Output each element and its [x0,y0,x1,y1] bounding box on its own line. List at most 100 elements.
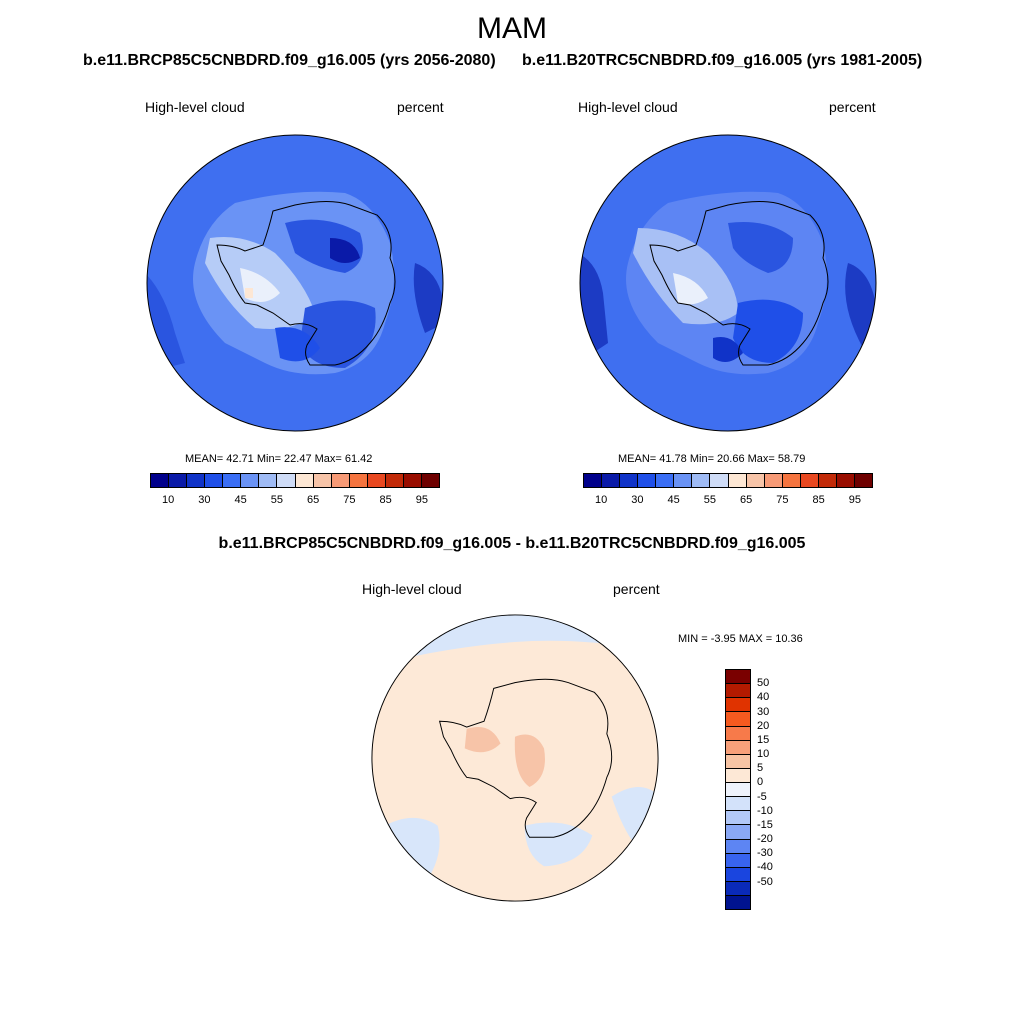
colorbar-tick-label: -50 [757,875,773,888]
panel-1-stats: MEAN= 42.71 Min= 22.47 Max= 61.42 [185,453,373,465]
colorbar-swatch [602,474,621,487]
colorbar-tick-label: 5 [757,762,764,775]
colorbar-tick-label: -10 [757,804,773,817]
colorbar-swatch [726,867,750,882]
colorbar-tick-label: 85 [812,494,825,506]
colorbar-tick-label: 45 [234,494,247,506]
difference-stats: MIN = -3.95 MAX = 10.36 [678,633,803,645]
difference-polar-map [371,614,659,902]
colorbar-swatch [313,474,332,487]
colorbar-swatch [421,474,439,487]
colorbar-tick-label: 65 [740,494,753,506]
colorbar-tick-label: -40 [757,861,773,874]
colorbar-swatch [385,474,404,487]
colorbar-tick-label: 20 [757,719,770,732]
colorbar-swatch [151,474,170,487]
colorbar-swatch [674,474,693,487]
colorbar-tick-label: 10 [757,748,770,761]
colorbar-swatch [726,896,750,910]
colorbar-swatch [241,474,260,487]
colorbar-swatch [331,474,350,487]
colorbar-swatch [726,853,750,868]
colorbar-swatch [782,474,801,487]
colorbar-swatch [726,726,750,741]
colorbar-swatch [403,474,422,487]
panel-1-polar-map [146,134,444,432]
colorbar-tick-label: -15 [757,818,773,831]
colorbar-swatch [726,783,750,798]
colorbar-tick-label: 10 [595,494,608,506]
colorbar-tick-label: 30 [198,494,211,506]
colorbar-swatch [726,881,750,896]
panel-2-colorbar [583,473,873,488]
colorbar-tick-label: 75 [776,494,789,506]
panel-1-colorbar [150,473,440,488]
colorbar-swatch [728,474,747,487]
colorbar-swatch [854,474,872,487]
figure-title: MAM [477,12,547,45]
colorbar-swatch [726,825,750,840]
colorbar-tick-label: 15 [757,733,770,746]
colorbar-swatch [223,474,242,487]
difference-units-label: percent [613,581,660,597]
colorbar-swatch [726,684,750,699]
colorbar-tick-label: 55 [270,494,283,506]
colorbar-swatch [187,474,206,487]
colorbar-swatch [726,740,750,755]
difference-variable-label: High-level cloud [362,581,462,597]
panel-2-variable-label: High-level cloud [578,99,678,115]
colorbar-tick-label: -5 [757,790,767,803]
colorbar-tick-label: -20 [757,833,773,846]
colorbar-swatch [726,754,750,769]
colorbar-tick-label: 65 [307,494,320,506]
colorbar-swatch [205,474,224,487]
colorbar-tick-label: 40 [757,691,770,704]
colorbar-swatch [726,768,750,783]
panel-1-units-label: percent [397,99,444,115]
panel-2-stats: MEAN= 41.78 Min= 20.66 Max= 58.79 [618,453,806,465]
panel-1-colorbar-ticks: 10 30 45 55 65 75 85 95 [150,494,440,508]
colorbar-swatch [818,474,837,487]
colorbar-swatch [800,474,819,487]
difference-colorbar [725,669,751,910]
colorbar-swatch [764,474,783,487]
colorbar-swatch [638,474,657,487]
colorbar-swatch [349,474,368,487]
colorbar-swatch [726,670,750,685]
colorbar-swatch [746,474,765,487]
panel-2-colorbar-ticks: 10 30 45 55 65 75 85 95 [583,494,873,508]
colorbar-swatch [277,474,296,487]
colorbar-tick-label: 55 [703,494,716,506]
colorbar-tick-label: 50 [757,677,770,690]
colorbar-swatch [692,474,711,487]
colorbar-swatch [620,474,639,487]
colorbar-tick-label: 85 [379,494,392,506]
colorbar-tick-label: 95 [415,494,428,506]
colorbar-tick-label: 10 [162,494,175,506]
panel-2-case-title: b.e11.B20TRC5CNBDRD.f09_g16.005 (yrs 198… [522,52,923,69]
colorbar-swatch [726,712,750,727]
panel-1-variable-label: High-level cloud [145,99,245,115]
panel-2-polar-map [579,134,877,432]
colorbar-swatch [726,839,750,854]
colorbar-tick-label: 30 [757,705,770,718]
panel-1-case-title: b.e11.BRCP85C5CNBDRD.f09_g16.005 (yrs 20… [83,52,496,69]
difference-colorbar-ticks: 50 40 30 20 15 10 5 0 -5 -10 -15 -20 -30 -40 -50 [757,669,797,910]
colorbar-swatch [584,474,603,487]
colorbar-swatch [726,797,750,812]
colorbar-tick-label: 0 [757,776,764,789]
colorbar-swatch [295,474,314,487]
colorbar-swatch [726,811,750,826]
colorbar-tick-label: 30 [631,494,644,506]
difference-title: b.e11.BRCP85C5CNBDRD.f09_g16.005 - b.e11… [218,535,806,552]
colorbar-swatch [726,698,750,713]
colorbar-tick-label: 45 [667,494,680,506]
colorbar-swatch [367,474,386,487]
colorbar-swatch [169,474,188,487]
colorbar-swatch [656,474,675,487]
panel-2-units-label: percent [829,99,876,115]
colorbar-tick-label: -30 [757,847,773,860]
colorbar-tick-label: 75 [343,494,356,506]
colorbar-tick-label: 95 [848,494,861,506]
colorbar-swatch [836,474,855,487]
